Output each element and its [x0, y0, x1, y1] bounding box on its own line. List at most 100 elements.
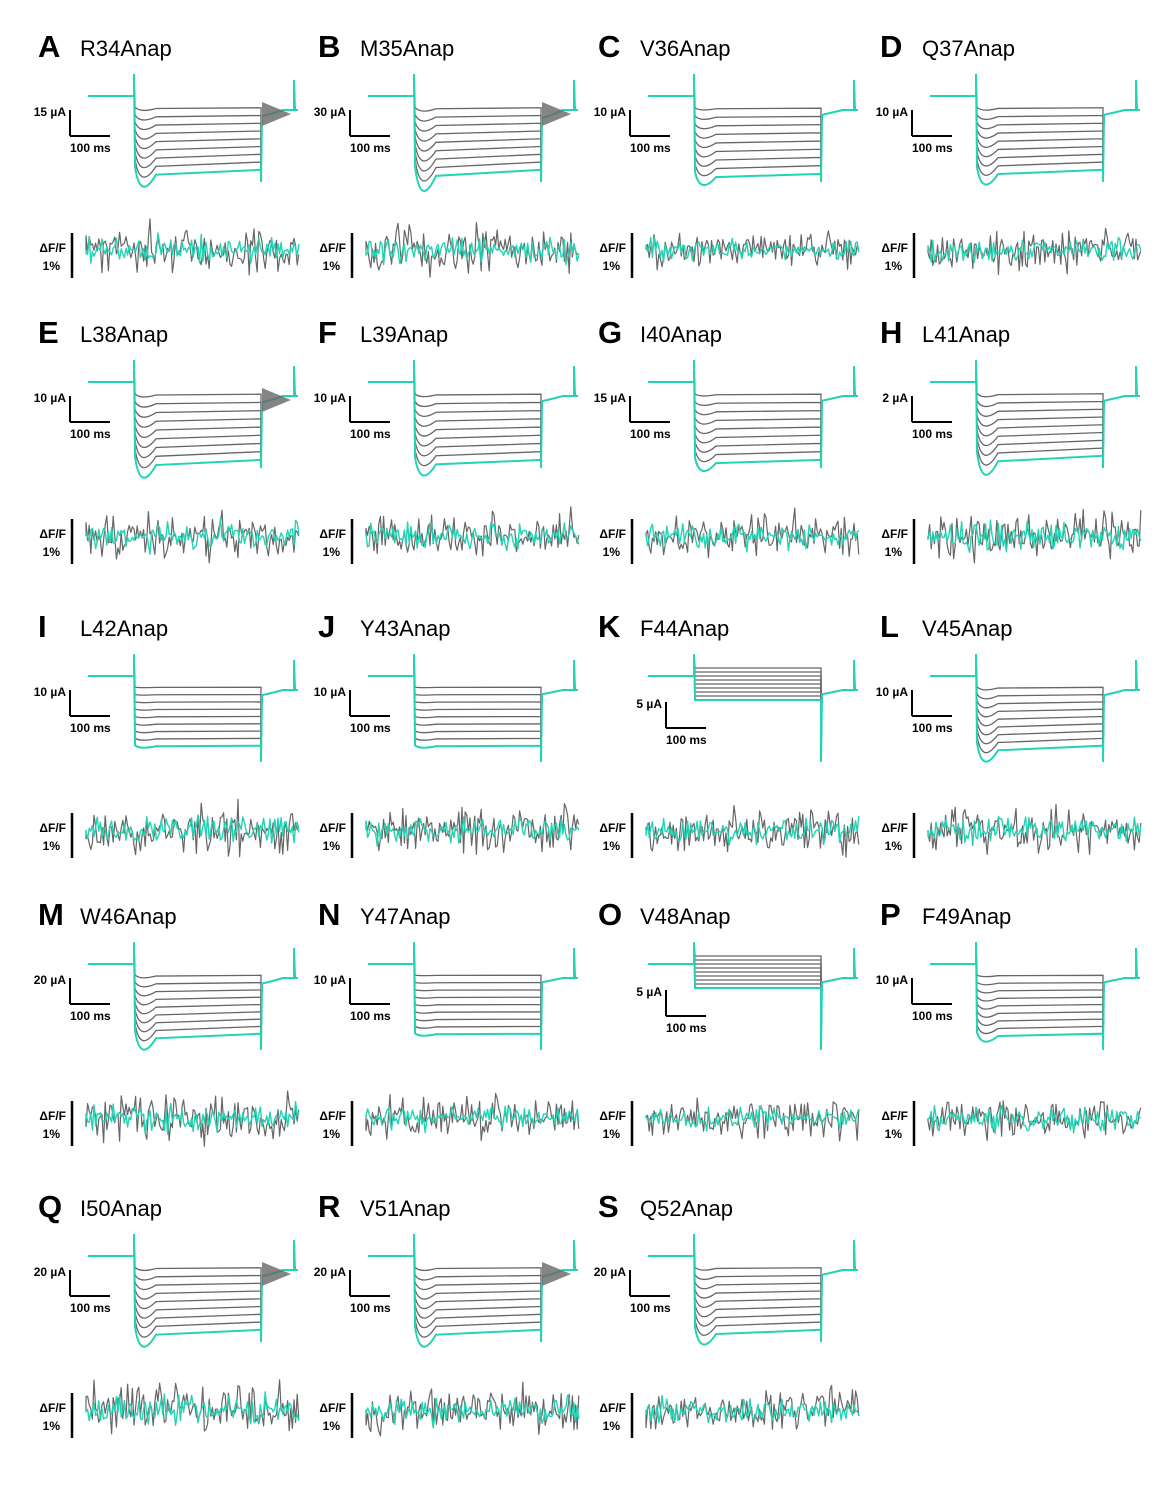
panel-g: G I40Anap 15 µA 100 ms ΔF/F 1% — [594, 316, 888, 611]
fluorescence-traces — [645, 1097, 860, 1142]
panel-title: L41Anap — [922, 322, 1011, 347]
current-trace-highlight — [930, 359, 1140, 476]
current-scale-bar: 15 µA 100 ms — [34, 105, 111, 155]
current-scale-bar: 5 µA 100 ms — [636, 697, 707, 747]
panel-plot: 5 µA 100 ms ΔF/F 1% — [599, 941, 860, 1146]
current-trace — [88, 359, 298, 469]
fluorescence-trace-highlight — [927, 236, 1142, 263]
tail-current-envelope — [262, 1262, 291, 1286]
panel-letter: F — [318, 315, 337, 350]
panel-r: R V51Anap 20 µA 100 ms ΔF/F 1% — [314, 1190, 608, 1485]
fluorescence-trace — [365, 1092, 580, 1142]
fluorescence-scale-bar: ΔF/F 1% — [599, 519, 634, 564]
current-scale-label: 20 µA — [34, 1265, 67, 1279]
fluorescence-scale-bar: ΔF/F 1% — [319, 1101, 354, 1146]
panel-title: F44Anap — [640, 616, 730, 641]
current-trace — [368, 359, 578, 469]
current-scale-label: 10 µA — [314, 973, 347, 987]
fluorescence-trace-highlight — [645, 1395, 860, 1424]
fluorescence-trace-highlight — [365, 236, 580, 266]
current-trace — [648, 359, 858, 469]
current-trace — [648, 73, 858, 183]
current-scale-bar: 10 µA 100 ms — [314, 685, 391, 735]
panel-letter: K — [598, 609, 621, 644]
panel-plot: 10 µA 100 ms ΔF/F 1% — [876, 941, 1142, 1146]
current-trace — [368, 1233, 578, 1343]
current-scale-bar: 30 µA 100 ms — [314, 105, 391, 155]
current-scale-label: 10 µA — [876, 685, 909, 699]
time-scale-label: 100 ms — [912, 1009, 953, 1023]
current-trace — [930, 359, 1140, 469]
fluorescence-traces — [645, 230, 860, 271]
panel-title: V48Anap — [640, 904, 731, 929]
current-trace — [88, 359, 298, 469]
time-scale-label: 100 ms — [70, 721, 111, 735]
current-trace — [88, 73, 298, 183]
panel-title: Y47Anap — [360, 904, 451, 929]
current-scale-bar: 20 µA 100 ms — [314, 1265, 391, 1315]
current-traces — [368, 73, 578, 192]
fluorescence-scale-bar: ΔF/F 1% — [881, 1101, 916, 1146]
panel-o: O V48Anap 5 µA 100 ms ΔF/F 1% — [598, 898, 888, 1193]
current-trace-highlight — [88, 359, 298, 479]
fluorescence-trace-highlight — [927, 519, 1142, 554]
panel-f: F L39Anap 10 µA 100 ms ΔF/F 1% — [314, 315, 608, 611]
current-trace — [648, 73, 858, 183]
fluorescence-trace-highlight — [927, 816, 1142, 847]
panel-title: V45Anap — [922, 616, 1013, 641]
fluorescence-scale-bar: ΔF/F 1% — [319, 1393, 354, 1438]
panel-title: Q37Anap — [922, 36, 1015, 61]
panel-q: Q I50Anap 20 µA 100 ms ΔF/F 1% — [34, 1189, 328, 1485]
panel-title: V36Anap — [640, 36, 731, 61]
panel-letter: O — [598, 897, 623, 932]
current-trace — [88, 1233, 298, 1343]
current-scale-bar: 10 µA 100 ms — [876, 685, 953, 735]
fluorescence-scale-bar: ΔF/F 1% — [599, 1101, 634, 1146]
panel-plot: 30 µA 100 ms ΔF/F 1% — [314, 73, 580, 278]
time-scale-label: 100 ms — [666, 1021, 707, 1035]
panel-title: F49Anap — [922, 904, 1012, 929]
time-scale-label: 100 ms — [350, 1301, 391, 1315]
fluorescence-trace — [85, 509, 300, 564]
current-trace — [88, 941, 298, 1051]
fluorescence-scale-value: 1% — [323, 259, 341, 273]
fluorescence-trace-highlight — [85, 1100, 300, 1135]
current-trace — [88, 941, 298, 1051]
panel-plot: 10 µA 100 ms ΔF/F 1% — [34, 359, 300, 564]
current-trace — [648, 1233, 858, 1343]
panel-letter: M — [38, 897, 64, 932]
panel-n: N Y47Anap 10 µA 100 ms ΔF/F 1% — [314, 898, 608, 1193]
current-trace-highlight — [88, 1233, 298, 1348]
current-scale-label: 15 µA — [594, 391, 627, 405]
panel-a: A R34Anap 15 µA 100 ms ΔF/F 1% — [34, 30, 328, 325]
current-trace — [930, 653, 1140, 763]
current-trace — [368, 359, 578, 469]
current-trace — [368, 359, 578, 469]
current-trace — [88, 941, 298, 1051]
fluorescence-traces — [85, 1090, 300, 1147]
current-trace — [648, 1233, 858, 1343]
fluorescence-trace — [645, 1384, 860, 1430]
current-trace — [648, 73, 858, 183]
current-trace — [88, 359, 298, 469]
current-trace — [88, 941, 298, 1051]
current-trace — [368, 1233, 578, 1343]
panel-letter: I — [38, 609, 47, 644]
panel-plot: 10 µA 100 ms ΔF/F 1% — [876, 653, 1142, 858]
panel-letter: Q — [38, 1189, 63, 1224]
panel-title: Y43Anap — [360, 616, 451, 641]
time-scale-label: 100 ms — [666, 733, 707, 747]
current-trace — [930, 73, 1140, 183]
fluorescence-scale-value: 1% — [603, 839, 621, 853]
fluorescence-traces — [927, 227, 1142, 276]
current-trace — [930, 653, 1140, 763]
current-trace — [88, 1233, 298, 1343]
fluorescence-traces — [85, 509, 300, 564]
fluorescence-scale-bar: ΔF/F 1% — [319, 813, 354, 858]
fluorescence-trace-highlight — [365, 1394, 580, 1429]
current-traces — [648, 1233, 858, 1346]
current-trace — [648, 73, 858, 183]
current-trace — [648, 359, 858, 469]
current-trace-highlight — [88, 941, 298, 1051]
fluorescence-scale-value: 1% — [603, 259, 621, 273]
